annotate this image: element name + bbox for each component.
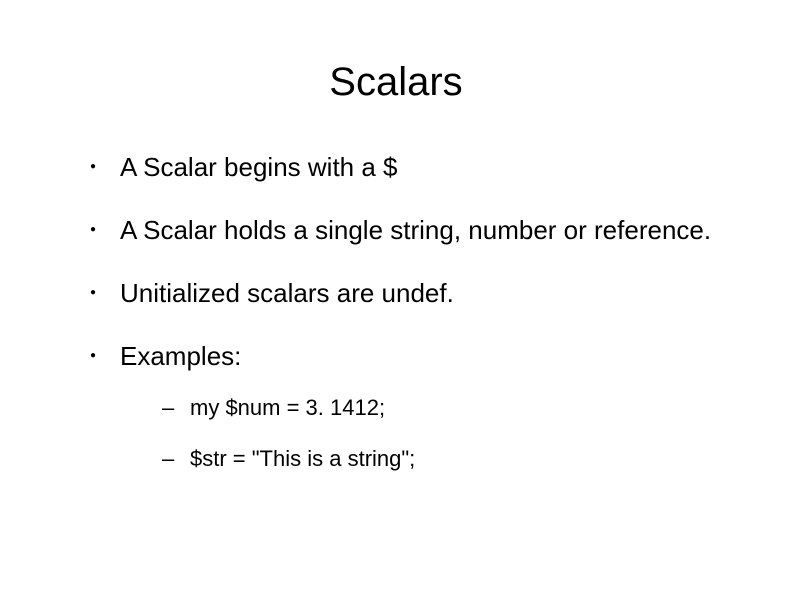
bullet-item: Unitialized scalars are undef.	[90, 276, 722, 311]
bullet-item: A Scalar holds a single string, number o…	[90, 213, 722, 248]
slide: Scalars A Scalar begins with a $ A Scala…	[0, 0, 792, 612]
bullet-text: A Scalar holds a single string, number o…	[120, 215, 711, 245]
slide-title: Scalars	[70, 60, 722, 105]
sub-bullet-text: my $num = 3. 1412;	[190, 395, 385, 420]
bullet-text: A Scalar begins with a $	[120, 152, 398, 182]
bullet-item: A Scalar begins with a $	[90, 150, 722, 185]
bullet-item: Examples: my $num = 3. 1412; $str = "Thi…	[90, 339, 722, 473]
bullet-text: Examples:	[120, 341, 241, 371]
bullet-text: Unitialized scalars are undef.	[120, 278, 454, 308]
bullet-list: A Scalar begins with a $ A Scalar holds …	[70, 150, 722, 474]
sub-bullet-list: my $num = 3. 1412; $str = "This is a str…	[120, 394, 722, 473]
sub-bullet-text: $str = "This is a string";	[190, 446, 415, 471]
sub-bullet-item: $str = "This is a string";	[162, 445, 722, 474]
sub-bullet-item: my $num = 3. 1412;	[162, 394, 722, 423]
